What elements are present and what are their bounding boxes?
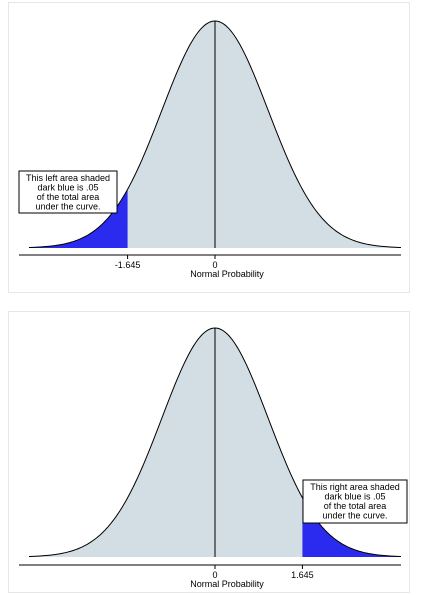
normal-curve-chart-left: -1.645 0 Normal Probability This left ar… xyxy=(18,20,402,279)
annotation-line: of the total area xyxy=(324,501,387,511)
tick-group: 0 1.645 xyxy=(212,565,314,580)
annotation-line: This right area shaded xyxy=(310,482,400,492)
chart-panel-left-tail: -1.645 0 Normal Probability This left ar… xyxy=(8,2,410,293)
normal-curve-chart-right: 0 1.645 Normal Probability This right ar… xyxy=(19,327,408,589)
annotation-frame xyxy=(18,170,118,214)
tick-group: -1.645 0 xyxy=(115,255,218,270)
annotation-line: dark blue is .05 xyxy=(37,183,98,193)
tick-label: 0 xyxy=(212,260,217,270)
chart-panel-right-tail: 0 1.645 Normal Probability This right ar… xyxy=(8,311,410,593)
annotation-box: This right area shaded dark blue is .05 … xyxy=(302,479,408,524)
annotation-line: of the total area xyxy=(37,192,100,202)
annotation-line: This left area shaded xyxy=(26,173,110,183)
annotation-line: under the curve. xyxy=(322,511,387,521)
tick-label: -1.645 xyxy=(115,260,141,270)
tick-label: 1.645 xyxy=(291,570,314,580)
annotation-frame xyxy=(302,479,408,524)
annotation-box: This left area shaded dark blue is .05 o… xyxy=(18,170,118,214)
tick-label: 0 xyxy=(212,570,217,580)
x-axis-title: Normal Probability xyxy=(190,269,264,279)
x-axis-title: Normal Probability xyxy=(190,579,264,589)
annotation-line: dark blue is .05 xyxy=(324,492,385,502)
annotation-line: under the curve. xyxy=(35,202,100,212)
tail-area xyxy=(29,189,128,248)
tail-area xyxy=(302,497,401,557)
